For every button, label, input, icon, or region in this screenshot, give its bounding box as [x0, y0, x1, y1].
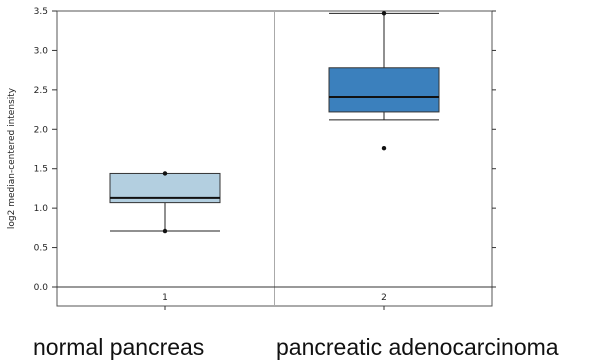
data-point: [381, 11, 387, 16]
y-tick-label: 1.5: [34, 165, 48, 175]
y-tick-label: 1.0: [34, 204, 49, 214]
data-point: [381, 146, 387, 151]
y-tick-label: 2.5: [34, 86, 48, 96]
group-label-normal-pancreas: normal pancreas: [33, 334, 205, 360]
x-tick-label: 2: [381, 293, 387, 303]
y-axis-title: log2 median-centered intensity: [7, 87, 17, 229]
y-tick-label: 2.0: [34, 125, 49, 135]
data-point: [162, 228, 168, 234]
y-tick-label: 0.5: [34, 244, 48, 254]
group-label-pancreatic-adenocarcinoma: pancreatic adenocarcinoma: [276, 334, 559, 360]
y-tick-label: 3.5: [34, 7, 48, 17]
box-iqr: [328, 67, 440, 113]
y-tick-label: 0.0: [34, 283, 49, 293]
x-tick-label: 1: [162, 293, 168, 303]
y-tick-label: 3.0: [34, 46, 49, 56]
box-plot: 0.0 0.5 1.0 1.5 2.0 2.5 3.0 3.5 log2 median-cent…: [7, 7, 496, 310]
data-point: [162, 171, 168, 176]
